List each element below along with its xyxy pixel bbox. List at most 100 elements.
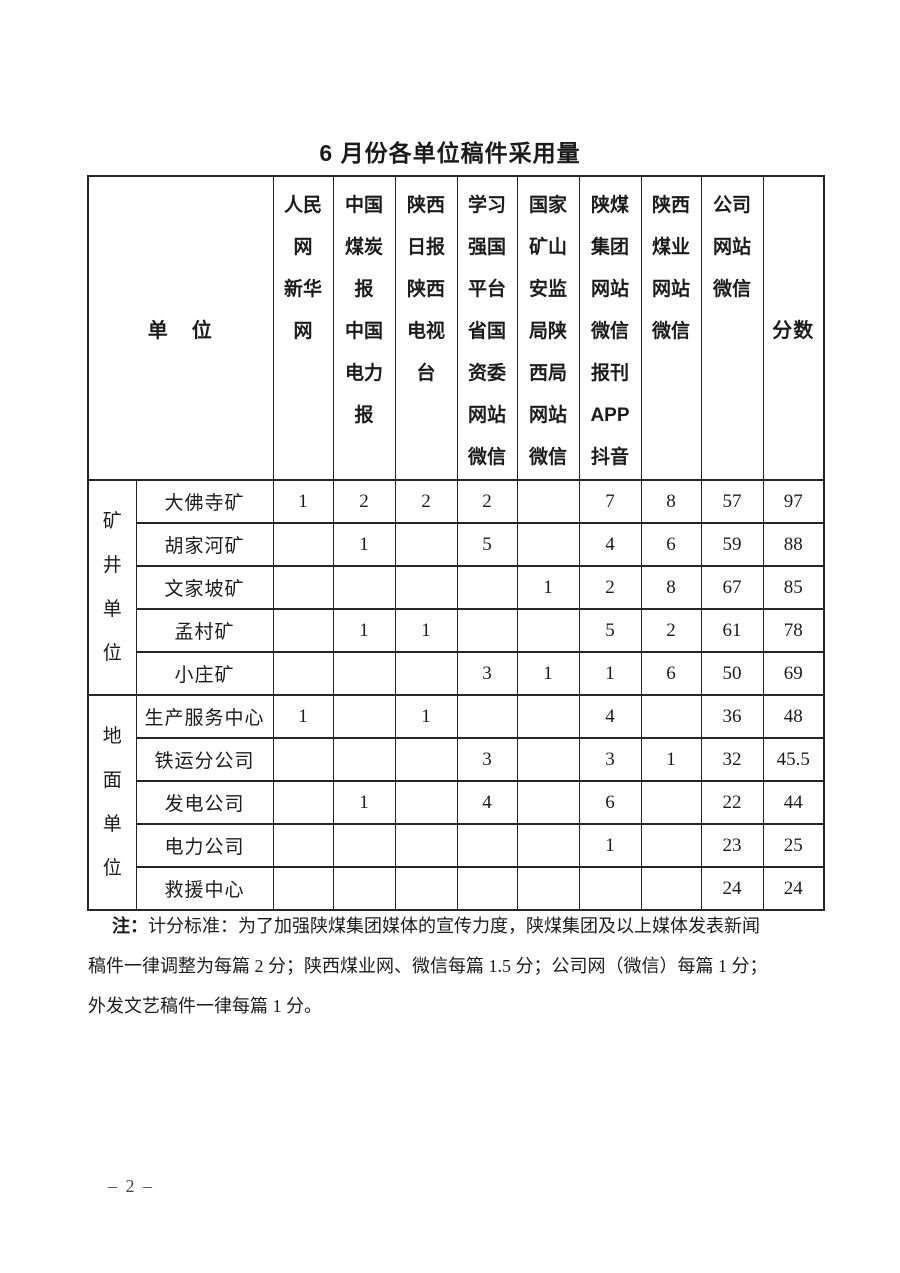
table-row: 发电公司 1 4 6 22 44 — [88, 780, 825, 825]
score-value: 85 — [762, 565, 825, 610]
cell-value — [332, 694, 396, 739]
cell-value — [394, 522, 458, 567]
note-line: 外发文艺稿件一律每篇 1 分。 — [88, 996, 322, 1016]
column-header-shanmei-jituan: 陕煤 集团 网站 微信 报刊 APP 抖音 — [578, 175, 642, 481]
column-header-renminwang: 人民 网 新华 网 — [272, 175, 334, 481]
score-value: 24 — [762, 866, 825, 911]
note-label: 注： — [112, 916, 148, 936]
column-header-guojia-kuangshan: 国家 矿山 安监 局陕 西局 网站 微信 — [516, 175, 580, 481]
cell-value — [578, 866, 642, 911]
cell-value: 1 — [272, 694, 334, 739]
cell-value: 6 — [578, 780, 642, 825]
cell-value: 8 — [640, 565, 702, 610]
cell-value — [456, 565, 518, 610]
cell-value: 2 — [578, 565, 642, 610]
note-line: 注：计分标准：为了加强陕煤集团媒体的宣传力度，陕煤集团及以上媒体发表新闻 — [88, 906, 822, 946]
cell-value — [394, 780, 458, 825]
cell-value — [394, 651, 458, 696]
cell-value — [516, 608, 580, 653]
cell-value: 3 — [456, 737, 518, 782]
table-row: 矿 井 单 位 大佛寺矿 1 2 2 2 7 8 57 97 — [87, 479, 825, 696]
cell-value — [272, 737, 334, 782]
cell-value — [394, 737, 458, 782]
note-text: 计分标准：为了加强陕煤集团媒体的宣传力度，陕煤集团及以上媒体发表新闻 — [148, 916, 760, 936]
cell-value: 5 — [456, 522, 518, 567]
cell-value — [516, 522, 580, 567]
cell-value: 1 — [578, 651, 642, 696]
cell-value: 1 — [332, 522, 396, 567]
table-row: 小庄矿 3 1 1 6 50 69 — [88, 651, 825, 696]
score-value: 45.5 — [762, 737, 825, 782]
cell-value: 67 — [700, 565, 764, 610]
table-row: 铁运分公司 3 3 1 32 45.5 — [88, 737, 825, 782]
unit-name: 大佛寺矿 — [135, 479, 274, 524]
cell-value: 32 — [700, 737, 764, 782]
table-row: 文家坡矿 1 2 8 67 85 — [88, 565, 825, 610]
cell-value: 1 — [332, 780, 396, 825]
cell-value: 2 — [394, 479, 458, 524]
cell-value: 3 — [578, 737, 642, 782]
score-value: 88 — [762, 522, 825, 567]
cell-value: 1 — [332, 608, 396, 653]
cell-value: 4 — [578, 522, 642, 567]
cell-value — [516, 780, 580, 825]
cell-value — [394, 866, 458, 911]
column-header-shaanxi-meiye: 陕西 煤业 网站 微信 — [640, 175, 702, 481]
cell-value: 36 — [700, 694, 764, 739]
cell-value: 2 — [456, 479, 518, 524]
column-header-score: 分数 — [762, 175, 825, 481]
cell-value — [516, 694, 580, 739]
unit-name: 小庄矿 — [135, 651, 274, 696]
cell-value: 57 — [700, 479, 764, 524]
unit-name: 救援中心 — [135, 866, 274, 911]
cell-value: 1 — [394, 608, 458, 653]
table-row: 孟村矿 1 1 5 2 61 78 — [88, 608, 825, 653]
cell-value: 1 — [272, 479, 334, 524]
score-value: 44 — [762, 780, 825, 825]
cell-value: 6 — [640, 522, 702, 567]
unit-name: 发电公司 — [135, 780, 274, 825]
cell-value: 1 — [516, 651, 580, 696]
cell-value — [272, 866, 334, 911]
group-label-mining-units: 矿 井 单 位 — [87, 479, 137, 696]
cell-value — [456, 823, 518, 868]
column-header-shaanxi-ribao: 陕西 日报 陕西 电视 台 — [394, 175, 458, 481]
cell-value: 1 — [578, 823, 642, 868]
cell-value: 2 — [332, 479, 396, 524]
cell-value — [332, 651, 396, 696]
cell-value: 7 — [578, 479, 642, 524]
cell-value — [272, 651, 334, 696]
column-header-unit: 单 位 — [87, 175, 274, 481]
score-value: 48 — [762, 694, 825, 739]
cell-value — [272, 608, 334, 653]
cell-value — [394, 565, 458, 610]
table-row: 地 面 单 位 生产服务中心 1 1 4 36 48 — [87, 694, 825, 911]
cell-value: 6 — [640, 651, 702, 696]
cell-value — [272, 823, 334, 868]
cell-value: 22 — [700, 780, 764, 825]
cell-value: 2 — [640, 608, 702, 653]
cell-value: 1 — [640, 737, 702, 782]
unit-name: 胡家河矿 — [135, 522, 274, 567]
table-row: 胡家河矿 1 5 4 6 59 88 — [88, 522, 825, 567]
unit-name: 电力公司 — [135, 823, 274, 868]
cell-value — [332, 737, 396, 782]
unit-name: 铁运分公司 — [135, 737, 274, 782]
cell-value: 5 — [578, 608, 642, 653]
cell-value — [332, 823, 396, 868]
cell-value — [640, 866, 702, 911]
table-header-row: 单 位 人民 网 新华 网 中国 煤炭 报 中国 电力 报 陕西 日报 陕西 电… — [87, 175, 825, 481]
column-header-gongsi-wangzhan: 公司 网站 微信 — [700, 175, 764, 481]
cell-value — [272, 780, 334, 825]
cell-value: 8 — [640, 479, 702, 524]
cell-value — [516, 479, 580, 524]
unit-name: 孟村矿 — [135, 608, 274, 653]
page-number: – 2 – — [108, 1176, 154, 1196]
cell-value — [516, 866, 580, 911]
cell-value — [640, 694, 702, 739]
score-value: 25 — [762, 823, 825, 868]
cell-value — [456, 694, 518, 739]
scoring-note: 注：计分标准：为了加强陕煤集团媒体的宣传力度，陕煤集团及以上媒体发表新闻 稿件一… — [88, 906, 822, 1026]
cell-value — [272, 522, 334, 567]
